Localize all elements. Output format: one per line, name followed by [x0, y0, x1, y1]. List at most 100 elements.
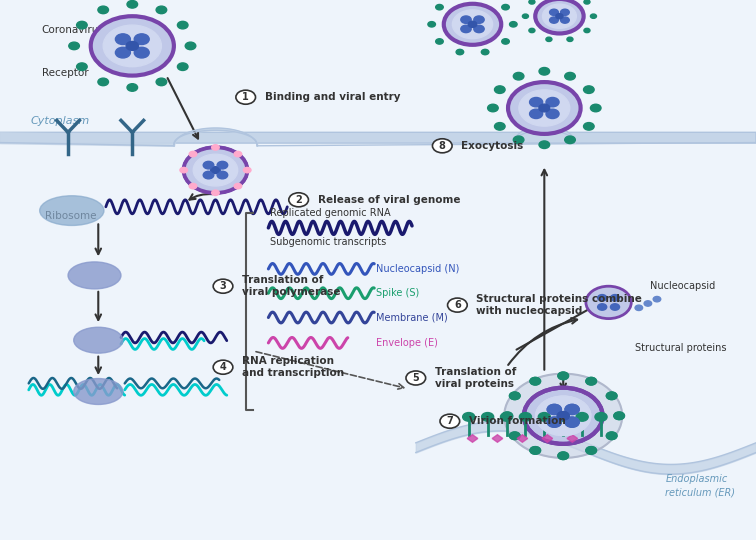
Circle shape: [452, 10, 493, 39]
Circle shape: [76, 63, 87, 70]
Text: Envelope (E): Envelope (E): [376, 338, 438, 348]
Circle shape: [461, 16, 471, 23]
Circle shape: [178, 22, 188, 29]
Circle shape: [440, 414, 460, 428]
Circle shape: [180, 167, 187, 173]
Text: RNA replication
and transcription: RNA replication and transcription: [242, 356, 344, 379]
Circle shape: [98, 6, 109, 14]
Circle shape: [435, 4, 443, 10]
Circle shape: [536, 396, 590, 435]
Circle shape: [635, 305, 643, 310]
Circle shape: [522, 14, 528, 18]
Circle shape: [653, 296, 661, 302]
Circle shape: [547, 417, 562, 427]
Circle shape: [529, 97, 543, 107]
Text: Coronavirus: Coronavirus: [42, 25, 104, 35]
Circle shape: [547, 404, 562, 415]
Circle shape: [444, 4, 501, 45]
Circle shape: [565, 404, 579, 415]
Circle shape: [76, 22, 87, 29]
Circle shape: [212, 145, 219, 150]
Circle shape: [584, 0, 590, 4]
Ellipse shape: [68, 262, 121, 289]
Circle shape: [586, 447, 596, 454]
Circle shape: [127, 1, 138, 8]
Circle shape: [614, 412, 624, 420]
Circle shape: [156, 6, 166, 14]
Circle shape: [565, 72, 575, 80]
Circle shape: [529, 109, 543, 119]
Circle shape: [217, 171, 228, 179]
Circle shape: [513, 136, 524, 144]
Circle shape: [560, 17, 569, 23]
Circle shape: [539, 104, 550, 112]
Text: Subgenomic transcripts: Subgenomic transcripts: [270, 237, 386, 247]
Text: Nucleocapsid: Nucleocapsid: [650, 281, 715, 291]
Circle shape: [558, 452, 569, 460]
Circle shape: [530, 447, 541, 454]
Circle shape: [461, 25, 471, 32]
Circle shape: [519, 413, 531, 421]
Circle shape: [236, 90, 256, 104]
Circle shape: [610, 303, 619, 310]
Circle shape: [502, 4, 510, 10]
Circle shape: [217, 161, 228, 169]
Circle shape: [502, 39, 510, 44]
Circle shape: [565, 404, 579, 415]
Circle shape: [448, 298, 467, 312]
Circle shape: [194, 155, 237, 185]
Circle shape: [546, 97, 559, 107]
Circle shape: [482, 49, 489, 55]
Circle shape: [546, 109, 559, 119]
Circle shape: [530, 377, 541, 385]
Circle shape: [185, 42, 196, 50]
Circle shape: [474, 25, 484, 32]
Circle shape: [598, 303, 607, 310]
Text: Translation of
viral proteins: Translation of viral proteins: [435, 367, 516, 389]
Circle shape: [550, 9, 559, 16]
Text: Release of viral genome: Release of viral genome: [318, 195, 460, 205]
Circle shape: [519, 90, 570, 126]
Circle shape: [586, 377, 596, 385]
Circle shape: [567, 37, 573, 42]
Circle shape: [213, 279, 233, 293]
Text: Spike (S): Spike (S): [376, 288, 419, 298]
Circle shape: [189, 184, 197, 189]
Circle shape: [547, 417, 562, 427]
Circle shape: [565, 417, 579, 427]
Circle shape: [524, 388, 603, 444]
Circle shape: [502, 412, 513, 420]
Circle shape: [504, 374, 622, 458]
Circle shape: [558, 452, 569, 460]
Circle shape: [406, 371, 426, 385]
Circle shape: [184, 147, 247, 193]
Circle shape: [203, 161, 214, 169]
Circle shape: [558, 372, 569, 380]
Circle shape: [211, 167, 220, 173]
Circle shape: [606, 432, 617, 440]
Text: 1: 1: [243, 92, 249, 102]
Text: Cytoplasm: Cytoplasm: [30, 117, 89, 126]
Circle shape: [557, 413, 569, 421]
Text: 8: 8: [438, 141, 446, 151]
Circle shape: [500, 413, 513, 421]
Text: Virion formation: Virion formation: [469, 416, 565, 426]
Circle shape: [584, 28, 590, 32]
Circle shape: [289, 193, 308, 207]
Circle shape: [538, 413, 550, 421]
Circle shape: [590, 14, 596, 18]
Circle shape: [116, 48, 130, 58]
Text: Structural proteins combine
with nucleocapsid: Structural proteins combine with nucleoc…: [476, 294, 642, 316]
Circle shape: [610, 295, 619, 301]
Text: Structural proteins: Structural proteins: [635, 343, 727, 353]
Circle shape: [502, 412, 513, 420]
Circle shape: [530, 377, 541, 385]
Circle shape: [550, 17, 559, 23]
Circle shape: [98, 78, 108, 86]
Text: 4: 4: [220, 362, 226, 372]
Circle shape: [456, 49, 463, 55]
Circle shape: [510, 392, 520, 400]
Text: 7: 7: [447, 416, 453, 426]
Circle shape: [203, 171, 214, 179]
Circle shape: [539, 141, 550, 148]
